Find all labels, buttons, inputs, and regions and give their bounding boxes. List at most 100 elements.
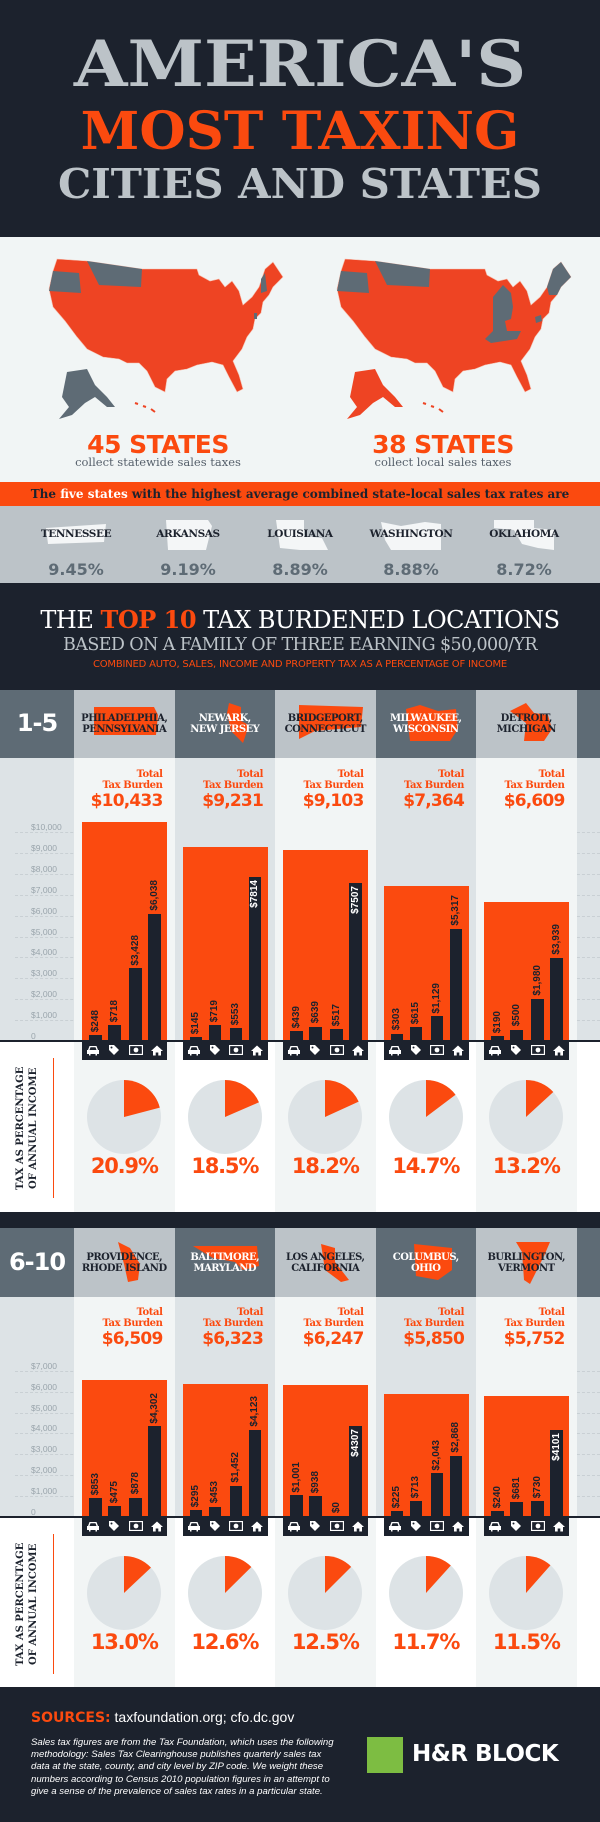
- money-icon: [229, 1045, 244, 1055]
- home-icon: [452, 1521, 465, 1532]
- value-label: $938: [309, 1471, 321, 1494]
- title-line-1: AMERICA'S: [73, 27, 527, 102]
- car-icon: [388, 1521, 402, 1532]
- pie-slice-tax: [124, 1556, 151, 1593]
- pct-label: 18.5%: [191, 1154, 259, 1178]
- right-strip-header: [576, 1228, 600, 1297]
- value-label: $3,428: [129, 934, 141, 966]
- pie-label-line: TAX AS PERCENTAGE: [15, 1066, 26, 1190]
- total-value: $9,103: [302, 791, 365, 811]
- hr-block-logo-square: [367, 1737, 403, 1773]
- chart-group-1-5: 1-5 $10,000 $9,000 $8,000 $7,000 $6,000 $5,000…: [0, 690, 600, 1212]
- location-column: LOS ANGELES, CALIFORNIA Total Tax Burden $6,…: [275, 1228, 376, 1687]
- y-tick-label: $1,000: [31, 1010, 57, 1021]
- component-bar: [189, 1036, 202, 1040]
- value-label: $475: [108, 1480, 120, 1504]
- pct-label: 20.9%: [90, 1154, 159, 1178]
- pct-label: 12.5%: [291, 1630, 360, 1654]
- city-name: NEWARK,: [198, 713, 252, 724]
- component-bar: [390, 1033, 403, 1040]
- pie-chart: [489, 1080, 563, 1154]
- state-item: WASHINGTON 8.88%: [356, 506, 466, 583]
- pct-label: 12.6%: [191, 1630, 259, 1654]
- value-label: $615: [410, 1001, 421, 1025]
- pie-chart: [187, 1556, 262, 1630]
- pie-slice-tax: [526, 1080, 554, 1117]
- component-bar: [409, 1027, 422, 1040]
- y-tick-label: $1,000: [31, 1486, 57, 1497]
- component-bar: [349, 1425, 362, 1516]
- component-bar: [108, 1024, 121, 1040]
- y-tick-label: 0: [31, 1031, 36, 1041]
- state-name: TENNESSEE: [40, 528, 112, 540]
- pct-label: 18.2%: [291, 1154, 360, 1178]
- component-bar: [430, 1016, 443, 1040]
- state-name: PENNSYLVANIA: [82, 724, 167, 735]
- car-icon: [86, 1045, 100, 1056]
- state-silhouette: [46, 524, 106, 544]
- value-label: $553: [230, 1003, 241, 1026]
- pie-slice-tax: [224, 1080, 259, 1117]
- city-name: PROVIDENCE,: [86, 1251, 163, 1263]
- category-icons-row: [82, 1516, 167, 1536]
- header-cell-bg: [174, 1228, 275, 1297]
- top10-note: COMBINED AUTO, SALES, INCOME AND PROPERT…: [92, 659, 508, 670]
- state-silhouette: [405, 705, 458, 741]
- state-name: CONNECTICUT: [284, 724, 367, 735]
- home-icon: [552, 1045, 565, 1056]
- home-icon: [251, 1521, 264, 1532]
- total-label: Tax Burden: [403, 1318, 464, 1329]
- component-bar: [330, 1029, 343, 1040]
- total-label: Tax Burden: [303, 780, 364, 791]
- money-icon: [329, 1045, 344, 1055]
- sources-label: SOURCES:: [31, 1710, 111, 1726]
- value-label: $6,038: [148, 880, 160, 911]
- sources: SOURCES: taxfoundation.org; cfo.dc.gov: [31, 1709, 294, 1726]
- tag-icon: [410, 1520, 422, 1532]
- total-label: Total: [237, 1307, 263, 1318]
- state-silhouette: [166, 520, 212, 550]
- pct-label: 11.7%: [392, 1630, 460, 1654]
- state-silhouette: [510, 703, 552, 741]
- pie-slice-tax: [425, 1556, 451, 1593]
- pie-section-label: TAX AS PERCENTAGE OF ANNUAL INCOME: [14, 1534, 54, 1674]
- pie-chart: [388, 1556, 463, 1630]
- total-label: Total: [538, 1307, 565, 1318]
- value-label: $190: [491, 1010, 503, 1034]
- tag-icon: [108, 1044, 120, 1056]
- city-name: BALTIMORE,: [190, 1251, 260, 1263]
- state-silhouette: [413, 1243, 452, 1280]
- state-name: OKLAHOMA: [489, 528, 559, 540]
- pie-chart: [388, 1080, 463, 1154]
- top-states-row: TENNESSEE 9.45% ARKANSAS 9.19% LOUISIANA 8.89…: [0, 506, 600, 583]
- city-name: BRIDGEPORT,: [287, 713, 363, 724]
- state-silhouette: [276, 520, 328, 550]
- y-tick-label: $5,000: [31, 926, 57, 937]
- category-icons-row: [383, 1516, 469, 1536]
- component-bar: [148, 913, 161, 1040]
- title-text: THE: [40, 606, 101, 634]
- banner-highlight: five states: [60, 487, 128, 501]
- category-icons-row: [283, 1040, 368, 1060]
- total-value: $6,509: [101, 1329, 164, 1349]
- state-silhouette: [226, 703, 249, 743]
- state-silhouette: [516, 1241, 550, 1284]
- component-bar: [550, 1430, 563, 1516]
- divider: [0, 1212, 600, 1228]
- category-icons-row: [182, 1516, 268, 1536]
- total-label: Total: [538, 769, 565, 780]
- state-silhouette: [94, 707, 158, 735]
- state-rate: 9.19%: [160, 560, 216, 579]
- state-rate: 9.45%: [48, 560, 104, 579]
- state-silhouette: [321, 1243, 349, 1282]
- value-label: $1,001: [290, 1461, 302, 1493]
- total-label: Tax Burden: [202, 780, 263, 791]
- state-name: WISCONSIN: [393, 724, 459, 735]
- component-bar: [148, 1426, 161, 1516]
- title-header: AMERICA'S MOST TAXING CITIES AND STATES: [0, 0, 600, 237]
- total-label: Total: [438, 1307, 464, 1318]
- top10-subtitle: BASED ON A FAMILY OF THREE EARNING $50,0…: [63, 635, 538, 655]
- pie-label-line: OF ANNUAL INCOME: [28, 1543, 39, 1665]
- money-icon: [329, 1521, 344, 1531]
- state-silhouette: [494, 520, 554, 550]
